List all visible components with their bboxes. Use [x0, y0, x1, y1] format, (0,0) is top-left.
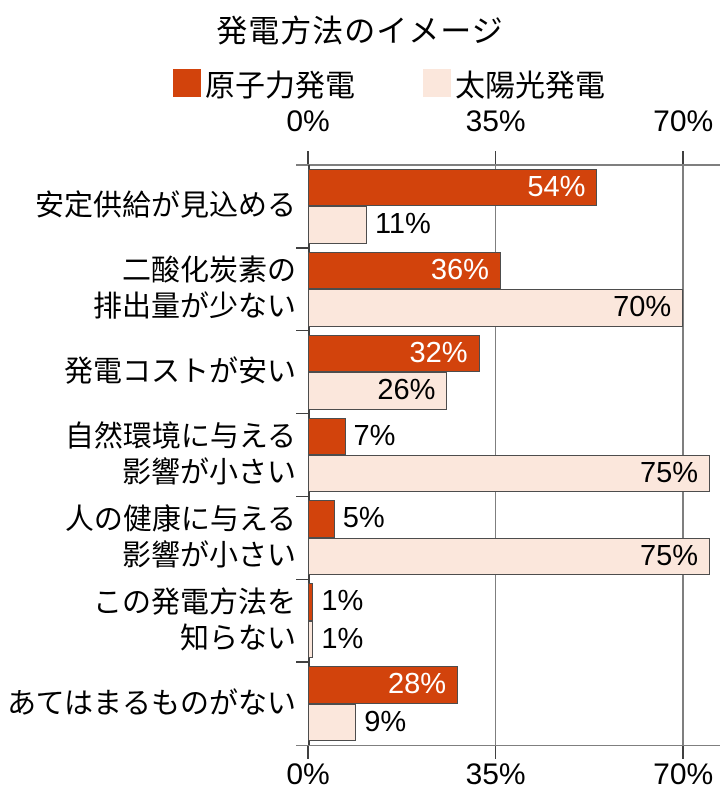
x-axis-label-bottom: 35%: [465, 758, 526, 791]
legend-label-nuclear: 原子力発電: [205, 70, 355, 103]
nuclear-bar: [308, 583, 314, 621]
category-label: あてはまるものがない: [7, 687, 296, 720]
x-axis-line-bottom: [296, 744, 720, 746]
x-axis-line-top: [296, 164, 720, 166]
category-label: 発電コストが安い: [63, 356, 296, 389]
x-axis-label-bottom: 0%: [286, 758, 330, 791]
legend-swatch-nuclear: [173, 69, 201, 97]
x-axis-label-top: 0%: [286, 105, 330, 138]
y-axis-tick: [296, 247, 308, 249]
value-label: 75%: [639, 539, 698, 572]
value-label: 28%: [388, 668, 447, 701]
legend-item-nuclear: 原子力発電: [173, 61, 355, 105]
value-label: 1%: [321, 585, 364, 618]
legend-swatch-solar: [423, 69, 451, 97]
x-axis-tick: [682, 745, 684, 759]
nuclear-bar: [308, 417, 346, 455]
category-label: 人の健康に与える 影響が小さい: [64, 503, 296, 572]
y-axis-tick: [296, 495, 308, 498]
y-axis-tick: [296, 661, 308, 663]
value-label: 54%: [527, 171, 586, 203]
chart-title: 発電方法のイメージ: [216, 14, 504, 49]
value-label: 75%: [639, 456, 698, 489]
x-axis-tick: [307, 151, 309, 165]
nuclear-bar: [308, 169, 598, 207]
value-label: 70%: [613, 291, 672, 324]
x-axis-tick: [682, 151, 684, 165]
legend: 原子力発電 太陽光発電: [29, 61, 720, 105]
nuclear-bar: [308, 334, 480, 373]
solar-bar: [308, 454, 710, 493]
solar-bar: [308, 289, 684, 327]
x-axis-label-bottom: 70%: [653, 758, 714, 791]
legend-item-solar: 太陽光発電: [423, 61, 605, 105]
value-label: 36%: [430, 253, 489, 286]
solar-bar: [308, 620, 314, 659]
category-label: 二酸化炭素の 排出量が少ない: [92, 255, 296, 324]
y-axis-tick: [296, 412, 308, 415]
x-axis-tick: [494, 745, 497, 759]
solar-bar: [308, 206, 367, 244]
legend-label-solar: 太陽光発電: [455, 70, 605, 103]
y-axis-tick: [296, 578, 308, 581]
category-label: この発電方法を 知らない: [92, 586, 296, 655]
value-label: 5%: [342, 502, 385, 535]
solar-bar: [308, 372, 448, 410]
value-label: 26%: [377, 374, 436, 407]
x-axis-tick: [494, 151, 497, 165]
solar-bar: [308, 703, 357, 741]
category-label: 自然環境に与える 影響が小さい: [64, 421, 296, 489]
y-axis-tick: [296, 329, 308, 332]
value-label: 1%: [321, 622, 364, 655]
nuclear-bar: [308, 251, 501, 290]
solar-bar: [308, 537, 710, 576]
nuclear-bar: [308, 666, 459, 704]
value-label: 7%: [353, 419, 396, 452]
x-axis-label-top: 70%: [653, 105, 714, 138]
category-label: 安定供給が見込める: [34, 190, 296, 223]
x-axis-label-top: 35%: [465, 105, 526, 138]
nuclear-bar: [308, 500, 335, 538]
value-label: 9%: [364, 705, 407, 738]
value-label: 32%: [409, 336, 468, 369]
value-label: 11%: [374, 208, 431, 241]
x-axis-tick: [307, 745, 309, 759]
